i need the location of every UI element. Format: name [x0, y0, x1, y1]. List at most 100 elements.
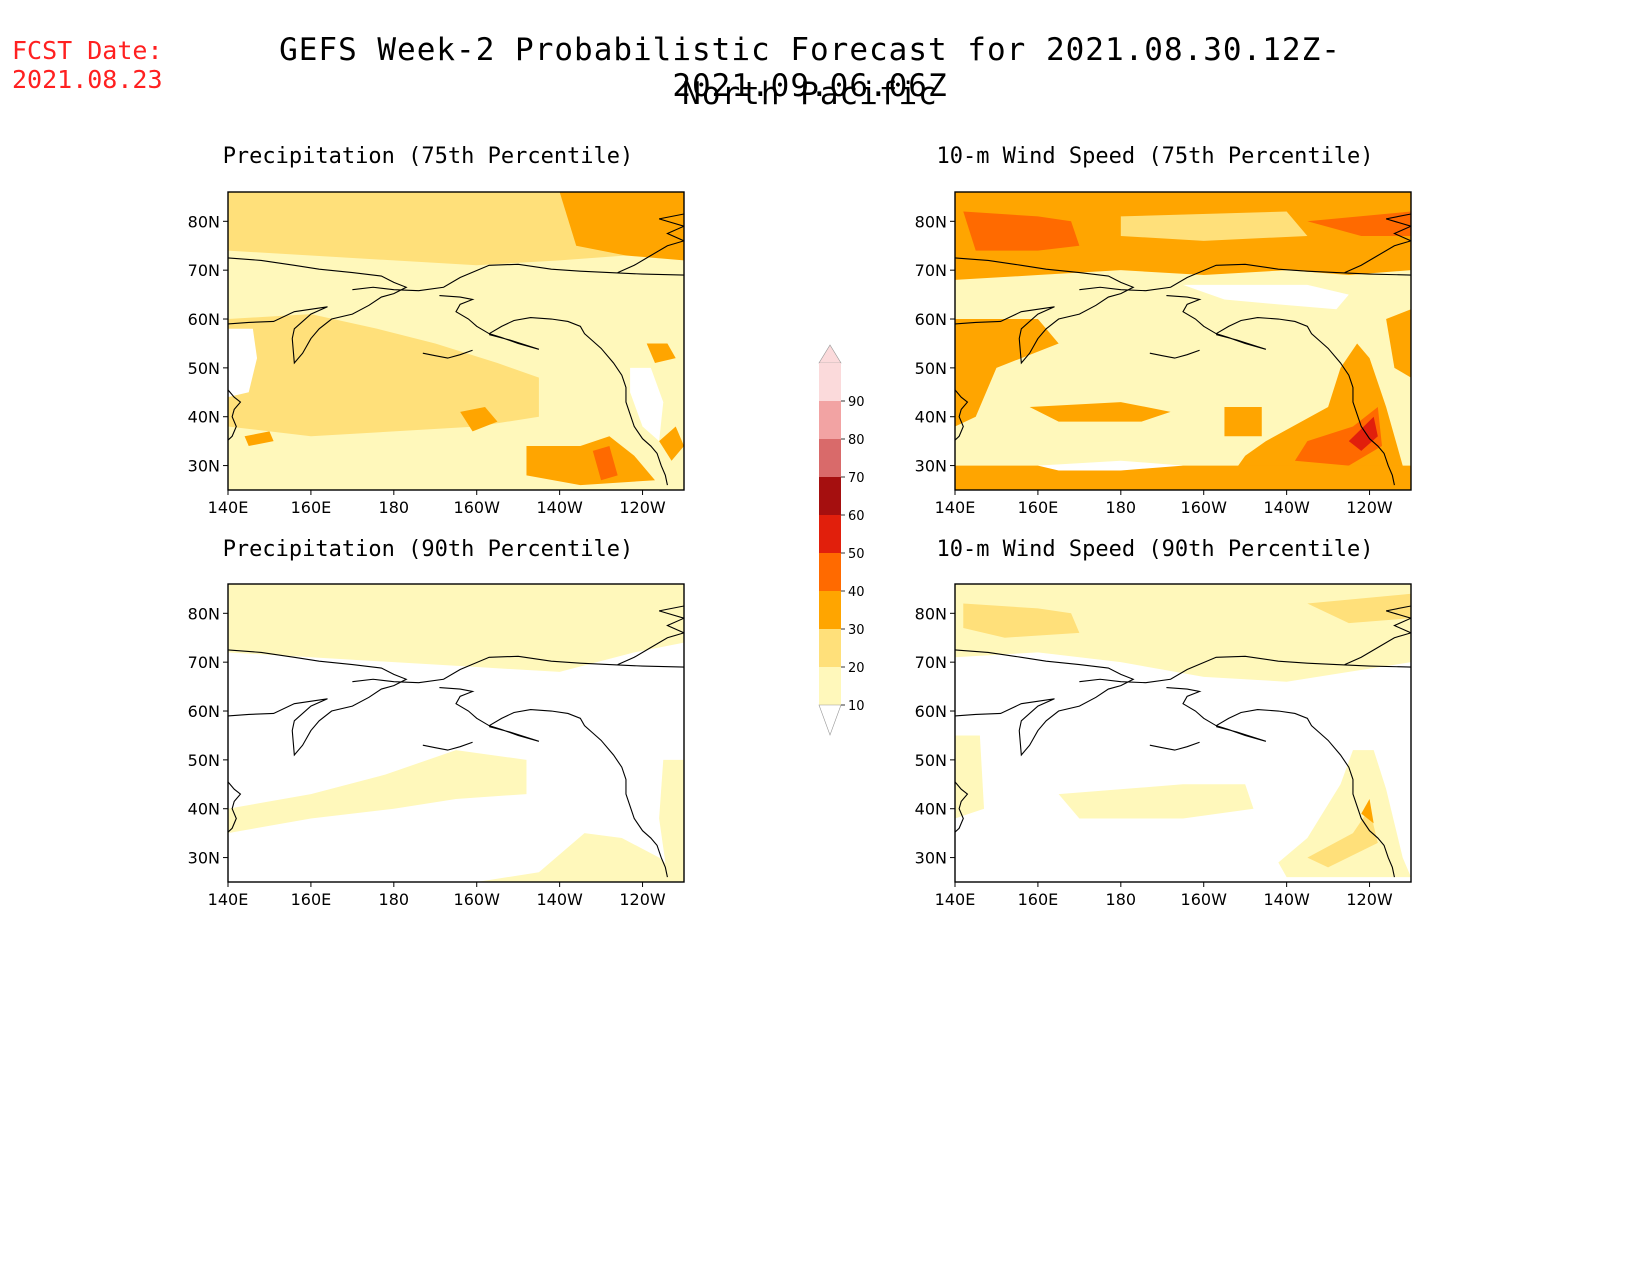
lon-tick-label: 140E — [208, 890, 249, 909]
colorbar-label: 70 — [848, 471, 865, 486]
lat-tick-label: 50N — [915, 359, 947, 378]
colorbar-label: 40 — [848, 585, 865, 600]
colorbar-swatch — [819, 363, 841, 401]
coastline — [228, 781, 242, 833]
panel-title-wind-90: 10-m Wind Speed (90th Percentile) — [936, 537, 1374, 562]
colorbar-swatch — [819, 629, 841, 667]
lon-tick-label: 180 — [379, 890, 410, 909]
coastline — [1149, 349, 1200, 359]
shaded-region — [1029, 402, 1171, 422]
coastline — [1149, 741, 1200, 751]
shaded-region — [1037, 460, 1183, 471]
lon-tick-label: 120W — [1346, 890, 1393, 909]
coastline — [1215, 316, 1395, 486]
lon-tick-label: 140W — [1263, 890, 1310, 909]
shaded-region — [1278, 750, 1411, 878]
map-frame — [227, 583, 685, 883]
probability-colorbar: 90 80 70 60 50 40 30 20 10 — [818, 344, 865, 736]
map-panel-wind-75: 80N 70N 60N 50N 40N 30N 140E 160E 180 160W 140W 120… — [915, 191, 1412, 517]
lon-tick-label: 160E — [1018, 498, 1059, 517]
lon-tick-label: 180 — [379, 498, 410, 517]
shaded-region — [228, 314, 539, 437]
shaded-region — [963, 603, 1080, 638]
lon-tick-label: 160E — [291, 890, 332, 909]
lat-tick-label: 30N — [915, 849, 947, 868]
colorbar-cap-top — [818, 344, 842, 364]
lat-tick-label: 70N — [915, 653, 947, 672]
map-panel-precip-75: 80N 70N 60N 50N 40N 30N 140E 160E 180 160W 140W 120… — [188, 191, 685, 517]
lat-tick-label: 40N — [915, 800, 947, 819]
coastline — [1166, 295, 1267, 350]
shaded-region — [955, 735, 985, 819]
coastline — [422, 741, 473, 751]
shaded-region — [228, 750, 527, 834]
lat-tick-label: 50N — [188, 359, 220, 378]
colorbar-cap-bottom — [818, 704, 842, 736]
shaded-region — [1348, 416, 1378, 451]
colorbar-swatch — [819, 553, 841, 591]
shaded-region — [1361, 798, 1374, 824]
lat-tick-label: 30N — [188, 849, 220, 868]
lat-tick-label: 30N — [188, 457, 220, 476]
shaded-region — [1307, 211, 1411, 236]
lat-tick-label: 50N — [188, 751, 220, 770]
lat-tick-label: 80N — [915, 212, 947, 231]
shaded-region — [559, 192, 684, 261]
colorbar-label: 90 — [848, 395, 865, 410]
colorbar-swatch — [819, 667, 841, 705]
lat-tick-label: 60N — [915, 702, 947, 721]
coastline — [1344, 605, 1411, 666]
lon-tick-label: 140W — [536, 890, 583, 909]
lon-tick-label: 180 — [1106, 890, 1137, 909]
lat-tick-label: 80N — [915, 604, 947, 623]
lon-tick-label: 160W — [454, 498, 501, 517]
lon-tick-label: 140E — [935, 498, 976, 517]
panel-title-precip-90: Precipitation (90th Percentile) — [222, 537, 634, 562]
lat-tick-label: 60N — [188, 310, 220, 329]
lon-tick-label: 160W — [454, 890, 501, 909]
panel-title-wind-75: 10-m Wind Speed (75th Percentile) — [936, 144, 1374, 169]
lat-tick-label: 60N — [915, 310, 947, 329]
shaded-region — [659, 426, 684, 461]
shaded-region — [1120, 211, 1308, 241]
colorbar-label: 50 — [848, 547, 865, 562]
coastline — [955, 649, 1135, 757]
coastline — [1166, 687, 1267, 742]
lon-tick-label: 140E — [935, 890, 976, 909]
coastline — [488, 708, 668, 878]
lat-tick-label: 70N — [915, 261, 947, 280]
lon-tick-label: 160W — [1181, 498, 1228, 517]
coastline — [352, 655, 684, 684]
coastline — [228, 257, 408, 365]
shaded-region — [1294, 406, 1382, 466]
colorbar-swatch — [819, 401, 841, 439]
coastline — [617, 213, 684, 274]
shaded-region — [659, 759, 684, 882]
coastline — [228, 389, 242, 441]
lon-tick-label: 120W — [1346, 498, 1393, 517]
shaded-region — [476, 833, 684, 882]
map-panel-precip-90: 80N 70N 60N 50N 40N 30N 140E 160E 180 160W 140W 120… — [188, 583, 685, 909]
map-panel-wind-90: 80N 70N 60N 50N 40N 30N 140E 160E 180 160W 140W 120… — [915, 583, 1412, 909]
coastline — [955, 781, 969, 833]
shaded-region — [460, 406, 498, 432]
colorbar-label: 80 — [848, 433, 865, 448]
region-subtitle: North Pacific — [682, 76, 938, 112]
shaded-region — [646, 343, 676, 363]
forecast-date-block: FCST Date: 2021.08.23 — [12, 36, 163, 94]
coastline — [1344, 213, 1411, 274]
lat-tick-label: 40N — [915, 408, 947, 427]
coastline — [1215, 708, 1395, 878]
lon-tick-label: 120W — [619, 498, 666, 517]
shaded-region — [244, 431, 274, 447]
coastline — [422, 349, 473, 359]
colorbar-label: 10 — [848, 699, 865, 714]
shaded-region — [1307, 593, 1411, 624]
coastline — [1079, 655, 1411, 684]
shaded-region — [1058, 784, 1254, 819]
shaded-region — [228, 328, 258, 398]
colorbar-label: 60 — [848, 509, 865, 524]
lat-tick-label: 40N — [188, 800, 220, 819]
colorbar-label: 30 — [848, 623, 865, 638]
shaded-region — [630, 367, 664, 442]
